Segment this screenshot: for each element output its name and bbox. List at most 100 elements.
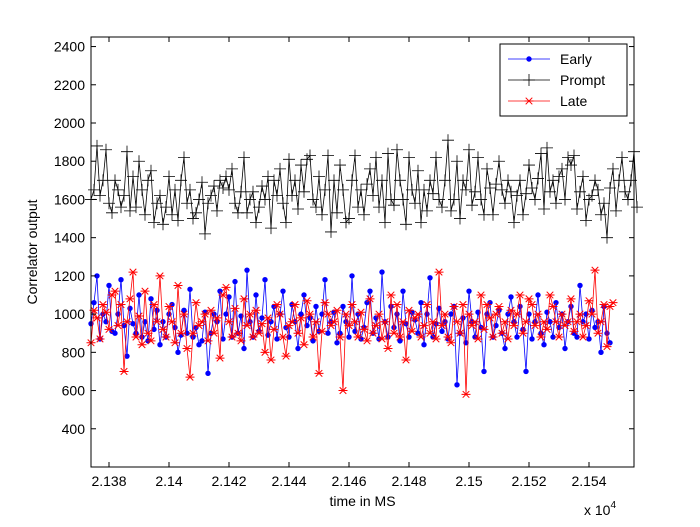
data-point-late (344, 321, 354, 330)
data-point-late (107, 291, 117, 299)
data-point-late (416, 333, 426, 341)
data-point-prompt (412, 164, 424, 177)
data-point-early (577, 282, 583, 289)
data-point-early (220, 336, 226, 342)
data-point-prompt (517, 208, 529, 221)
data-point-late (524, 295, 534, 303)
data-point-early (322, 277, 328, 283)
data-point-late (221, 283, 231, 292)
data-point-prompt (295, 159, 307, 172)
y-tick-label: 1200 (54, 268, 85, 284)
data-point-prompt (598, 197, 610, 210)
data-point-prompt (544, 185, 556, 198)
data-point-prompt (184, 183, 196, 196)
data-point-late (479, 325, 489, 334)
data-point-late (239, 295, 249, 303)
data-point-prompt (325, 225, 337, 238)
data-point-prompt (196, 176, 208, 189)
data-point-early (397, 338, 403, 344)
data-point-prompt (466, 199, 478, 212)
data-point-early (112, 330, 118, 336)
data-point-early (535, 292, 541, 298)
data-point-prompt (574, 185, 586, 198)
data-point-prompt (418, 183, 430, 196)
data-point-prompt (160, 201, 172, 214)
data-point-late (608, 298, 618, 307)
data-point-prompt (271, 189, 283, 202)
data-point-prompt (454, 212, 466, 225)
data-point-prompt (451, 155, 463, 168)
data-point-early (529, 336, 535, 342)
data-point-late (359, 325, 369, 334)
data-point-late (104, 325, 114, 334)
data-point-prompt (310, 201, 322, 214)
data-point-late (455, 329, 465, 337)
data-point-late (437, 321, 447, 330)
data-point-late (98, 300, 108, 309)
data-point-prompt (610, 204, 622, 217)
data-point-early (148, 296, 154, 302)
data-point-early (280, 288, 286, 294)
data-point-prompt (268, 174, 280, 187)
data-point-prompt (352, 201, 364, 214)
data-point-early (295, 345, 301, 352)
data-point-prompt (181, 197, 193, 210)
data-point-prompt (157, 218, 169, 231)
data-point-late (377, 335, 387, 343)
data-point-late (302, 297, 312, 305)
legend-item-late: Late (508, 93, 587, 109)
data-point-early (592, 324, 598, 331)
data-point-early (346, 334, 352, 340)
data-point-late (311, 318, 321, 326)
data-point-early (124, 353, 130, 359)
legend-item-prompt: Prompt (508, 72, 605, 88)
data-point-late (260, 348, 270, 356)
data-point-late (338, 386, 348, 395)
data-point-late (428, 318, 438, 326)
x-tick-label: 2.15 (455, 473, 482, 489)
data-point-late (368, 329, 378, 337)
data-point-prompt (229, 197, 241, 210)
data-point-prompt (421, 204, 433, 217)
data-point-early (268, 319, 274, 325)
data-point-early (91, 299, 97, 306)
data-point-early (364, 299, 370, 306)
legend-marker-prompt (523, 74, 535, 86)
data-point-prompt (193, 193, 205, 206)
data-point-late (497, 329, 507, 337)
data-point-early (340, 303, 346, 310)
data-point-late (149, 300, 159, 309)
data-point-early (298, 311, 304, 317)
data-point-late (209, 329, 219, 337)
data-point-late (593, 329, 603, 337)
data-point-late (284, 321, 294, 330)
data-point-late (140, 287, 150, 295)
data-point-late (131, 333, 141, 341)
data-point-late (431, 335, 441, 343)
data-point-late (461, 390, 471, 399)
data-point-late (182, 344, 192, 353)
data-point-early (481, 368, 487, 375)
data-point-prompt (577, 170, 589, 183)
data-point-prompt (115, 201, 127, 214)
data-point-late (596, 318, 606, 326)
data-point-prompt (313, 170, 325, 183)
data-point-prompt (97, 174, 109, 187)
data-point-late (227, 333, 237, 341)
data-point-prompt (430, 151, 442, 164)
data-point-early (175, 349, 181, 356)
data-point-late (551, 318, 561, 326)
data-point-late (533, 310, 543, 318)
data-point-late (200, 310, 210, 318)
data-point-late (155, 272, 165, 280)
data-point-early (211, 311, 217, 317)
data-point-late (197, 318, 207, 326)
data-point-late (323, 310, 333, 318)
data-point-late (95, 335, 105, 343)
x-tick-label: 2.14 (155, 473, 182, 489)
data-point-late (512, 310, 522, 318)
legend-label-late: Late (560, 93, 587, 109)
data-point-late (584, 297, 594, 305)
data-point-late (452, 318, 462, 326)
data-point-early (274, 336, 280, 342)
